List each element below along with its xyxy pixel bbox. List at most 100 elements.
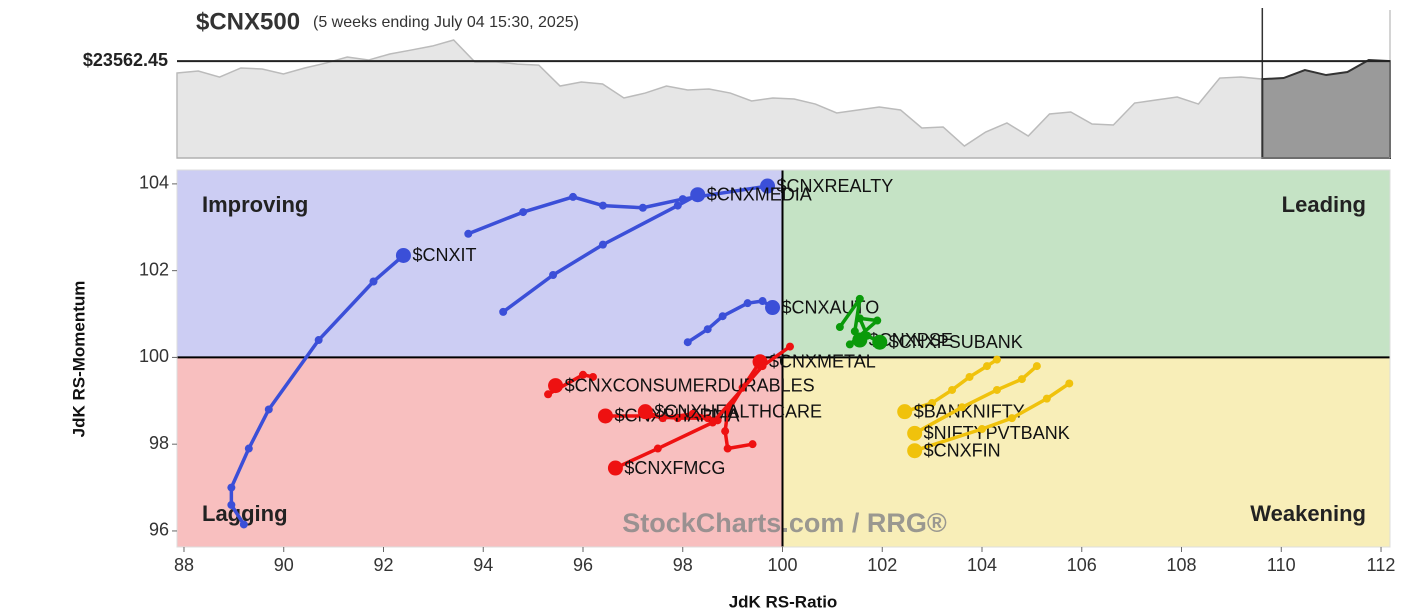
series-label: $CNXAUTO: [782, 297, 880, 317]
trail-point: [227, 483, 236, 492]
trail-point: [464, 229, 473, 238]
series-label: $CNXHEALTHCARE: [654, 401, 822, 421]
trail-point: [638, 203, 647, 212]
x-tick-label: 100: [767, 555, 797, 575]
quadrant-weakening: [782, 357, 1390, 547]
trail-point: [1032, 362, 1041, 371]
trail-point: [748, 440, 757, 449]
trail-point: [658, 414, 667, 423]
trail-point: [673, 201, 682, 210]
trail-point: [855, 314, 864, 323]
trail-point: [721, 427, 730, 436]
trail-point: [873, 316, 882, 325]
x-tick-label: 94: [473, 555, 493, 575]
trail-point: [928, 398, 937, 407]
trail-point: [227, 500, 236, 509]
x-tick-label: 112: [1367, 555, 1396, 575]
head-point: [395, 247, 411, 263]
series-label: $CNXPSUBANK: [889, 332, 1023, 352]
x-tick-label: 90: [274, 555, 294, 575]
trail-point: [863, 331, 872, 340]
series-label: $CNXCONSUMERDURABLES: [565, 375, 815, 395]
trail-point: [1007, 414, 1016, 423]
quadrant-label: Leading: [1282, 192, 1366, 217]
trail-point: [785, 342, 794, 351]
head-point: [872, 334, 888, 350]
trail-point: [264, 405, 273, 414]
trail-point: [1017, 375, 1026, 384]
trail-point: [519, 208, 528, 217]
trail-point: [978, 424, 987, 433]
x-tick-label: 110: [1267, 555, 1296, 575]
trail-point: [723, 444, 732, 453]
trail-point: [598, 240, 607, 249]
x-tick-label: 88: [174, 555, 194, 575]
trail-point: [708, 418, 717, 427]
trail-point: [958, 403, 967, 412]
trail-point: [544, 390, 553, 399]
trail-point: [703, 325, 712, 334]
y-axis-title: JdK RS-Momentum: [69, 281, 88, 438]
plot-frame: [176, 169, 1391, 548]
trail-point: [718, 312, 727, 321]
y-tick-label: 104: [139, 173, 169, 193]
trail-point: [578, 370, 587, 379]
trail-point: [845, 340, 854, 349]
quadrant-lagging: [177, 357, 783, 547]
trail-point: [992, 385, 1001, 394]
y-tick-label: 102: [139, 259, 169, 279]
trail-point: [1042, 394, 1051, 403]
x-tick-label: 102: [867, 555, 897, 575]
head-point: [548, 378, 564, 394]
series-label: $CNXIT: [412, 245, 476, 265]
head-point: [897, 404, 913, 420]
x-axis-title: JdK RS-Ratio: [729, 592, 838, 611]
head-point: [607, 460, 623, 476]
trail-point: [982, 362, 991, 371]
trail-point: [688, 409, 697, 418]
trail-point: [948, 385, 957, 394]
series-label: $CNXREALTY: [777, 176, 894, 196]
series-label: $NIFTYPVTBANK: [924, 423, 1070, 443]
trail-point: [598, 201, 607, 210]
series-label: $CNXFMCG: [624, 458, 725, 478]
y-tick-label: 98: [149, 433, 169, 453]
trail-point: [653, 444, 662, 453]
trail-point: [743, 299, 752, 308]
head-point: [637, 404, 653, 420]
trail: [644, 410, 719, 423]
series-label: $CNXPSE: [869, 330, 953, 350]
y-tick-label: 100: [139, 346, 169, 366]
head-point: [597, 408, 613, 424]
quadrant-leading: [782, 170, 1390, 358]
trail-point: [835, 323, 844, 332]
head-point: [765, 300, 781, 316]
trail-point: [369, 277, 378, 286]
trail-point: [239, 520, 248, 529]
series-label: $CNXFIN: [924, 440, 1001, 460]
head-point: [907, 443, 923, 459]
series-label: $CNXMETAL: [769, 352, 876, 372]
x-tick-label: 92: [373, 555, 393, 575]
quadrant-label: Weakening: [1250, 501, 1366, 526]
trail-point: [965, 372, 974, 381]
trail-point: [244, 444, 253, 453]
chart-subtitle: (5 weeks ending July 04 15:30, 2025): [313, 14, 579, 31]
trail-point: [314, 336, 323, 345]
price-recent-area: [1261, 59, 1391, 159]
chart-title: $CNX500: [196, 8, 300, 35]
trail-point: [992, 355, 1001, 364]
trail-point: [683, 338, 692, 347]
x-tick-label: 98: [673, 555, 693, 575]
trail-point: [549, 270, 558, 279]
price-area: [176, 39, 1264, 159]
x-tick-label: 96: [573, 555, 593, 575]
head-point: [690, 187, 706, 203]
trail-point: [758, 362, 767, 371]
head-point: [760, 178, 776, 194]
trail-point: [855, 294, 864, 303]
y-tick-label: 96: [149, 520, 169, 540]
x-tick-label: 106: [1067, 555, 1097, 575]
quadrant-label: Improving: [202, 192, 308, 217]
